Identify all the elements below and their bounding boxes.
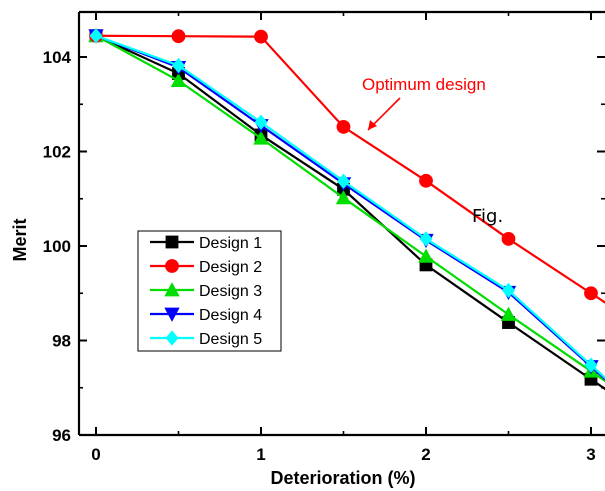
series-line [95,34,605,383]
data-point [584,357,598,373]
data-point [501,282,516,299]
legend-item: Design 1 [150,235,262,252]
x-axis-title: Deterioration (%) [270,468,415,488]
data-point [419,173,433,188]
data-point [336,120,351,134]
data-point [253,130,269,145]
x-tick-label: 2 [421,445,430,464]
legend-label: Design 4 [199,307,262,324]
y-tick-label: 104 [43,48,72,67]
legend-item: Design 3 [150,282,262,300]
plot-frame [77,10,605,437]
axis-ticks [79,12,605,436]
data-point [418,248,434,263]
annotation-fig: Fig. [472,206,503,227]
legend-marker [165,235,179,249]
data-point [336,173,351,189]
y-axis-title: Merit [10,218,30,261]
annotations: Optimum design Fig. [362,75,503,227]
series-line [95,34,605,380]
legend-marker [164,282,180,297]
data-point [171,29,186,44]
x-tick-label: 0 [91,445,100,464]
x-tick-label: 1 [256,445,265,464]
legend-label: Design 5 [199,331,262,348]
data-point [171,57,186,74]
legend-label: Design 1 [199,235,262,252]
data-point [170,72,187,88]
data-point [335,189,352,205]
legend-item: Design 4 [150,307,262,324]
y-tick-label: 102 [43,143,71,162]
y-tick-label: 98 [52,332,71,351]
data-point [254,29,268,44]
data-point [89,28,103,44]
legend-label: Design 3 [199,283,262,300]
series-layer [88,27,605,391]
data-point [419,231,433,247]
legend-marker [165,330,179,346]
series-line [95,34,605,381]
legend-marker [164,307,180,322]
data-point [500,306,517,321]
axis-tick-labels: 0 1 2 3 96 98 100 102 104 [43,48,596,464]
legend-item: Design 5 [150,330,262,348]
annotation-arrow-head [368,120,377,130]
y-tick-label: 100 [43,237,71,256]
series-line [95,34,605,304]
data-point [501,232,516,246]
legend: Design 1 Design 2 Design 3 Design 4 Design 5 [137,230,282,352]
series-design-5 [89,28,605,380]
legend-item: Design 2 [150,259,262,276]
legend-marker [165,259,179,273]
legend-label: Design 2 [199,259,262,276]
x-tick-label: 3 [586,445,595,464]
y-tick-label: 96 [52,426,71,445]
data-point [584,286,598,301]
data-point [254,114,268,130]
annotation-optimum-design: Optimum design [362,75,486,94]
